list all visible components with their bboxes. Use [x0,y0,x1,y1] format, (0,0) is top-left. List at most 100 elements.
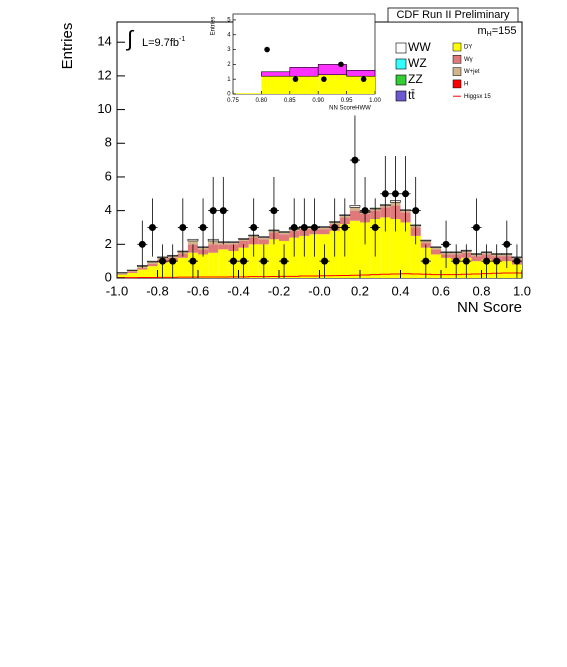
data-point [270,207,278,215]
data-point [371,223,379,231]
stack-bar [127,270,138,272]
stack-bar [380,217,391,278]
stack-bar [471,261,482,278]
data-point [240,257,248,265]
stack-bar [430,247,441,250]
x-tick-label: 0.75 [227,98,239,104]
y-tick-label: 2 [105,236,112,251]
data-point [361,207,369,215]
data-point [199,223,207,231]
data-point [300,223,308,231]
stack-bar [349,220,360,278]
mass-sub: H [487,31,492,38]
stack-bar [248,244,259,278]
lumi-text: L=9.7fb [142,37,179,49]
x-tick-label: 1.00 [369,98,381,104]
legend-label: DY [464,45,472,51]
legend-label: WZ [408,56,427,70]
y-tick-label: 4 [105,202,112,217]
lumi-symbol: ∫ [125,26,135,51]
stack-bar [279,232,290,235]
x-tick-label: 0.6 [432,284,450,299]
legend-label: Higgsx 15 [464,94,491,100]
annotations: CDF Run II Preliminary mH=155 ∫ L=9.7fb-… [59,7,522,316]
stack-bar [147,262,158,264]
data-point [229,257,237,265]
stack-bar [430,246,442,248]
data-point [169,257,177,265]
data-point [503,240,511,248]
stack-bar [319,229,330,235]
data-point [338,61,344,68]
x-tick-label: 1.0 [513,284,531,299]
data-point [179,223,187,231]
stack-bar [319,227,330,230]
y-tick-label: 1 [227,77,231,83]
stack-bar [218,249,229,278]
data-point [402,190,410,198]
data-point [189,257,197,265]
mass-label: mH=155 [477,25,516,38]
y-tick-label: 0 [227,92,231,98]
stack-bar [346,69,376,77]
stack-bar [400,222,411,278]
data-point [381,190,389,198]
stack-bar [346,76,375,94]
x-tick-label: 0.4 [391,284,409,299]
data-point [351,156,359,164]
stack-bar [137,267,148,270]
legend-label: ZZ [408,72,423,86]
stack-bar [349,210,360,221]
data-point [148,223,156,231]
data-point [264,46,270,53]
lumi-sup: -1 [179,36,185,43]
data-point [280,257,288,265]
stack-bar [117,273,128,275]
y-tick-label: 5 [227,18,231,24]
lumi-label: L=9.7fb-1 [142,36,185,49]
stack-bar [238,239,249,241]
legend-swatch [452,79,462,89]
stack-bar [430,249,441,255]
stack-bar [317,64,347,76]
y-tick-label: 6 [105,168,112,183]
data-point [452,257,460,265]
stack-bar [233,93,262,94]
data-point [209,207,217,215]
stack-bar [218,244,229,250]
data-point [360,76,367,82]
inset-plot: 0.75 0.80 0.85 0.90 0.95 1.00 0 1 2 3 4 5 NN ScoreHW… [211,13,381,112]
legend-swatch [395,42,407,54]
x-tick-label: -0.0 [308,284,330,299]
x-tick-label: -0.2 [268,284,290,299]
legend-swatch [395,58,407,70]
stack-bar [471,256,482,262]
legend-label: tt̄ [408,88,415,102]
data-point [321,76,327,82]
stack-bar [268,239,279,278]
inset-y-title: Entries [211,17,217,36]
data-point [412,207,420,215]
stack-bar [349,205,361,208]
legend-box [392,38,506,104]
stack-bar [261,76,290,94]
data-point [483,257,491,265]
data-point [513,257,521,265]
legend-swatch [452,42,462,52]
stack-bar [289,67,319,77]
stack-bar [258,239,269,245]
stack-bar [278,231,290,233]
y-axis-title: Entries [59,23,76,70]
stack-bar [289,237,300,278]
data-point [138,240,146,248]
x-tick-label: 0.80 [256,98,268,104]
data-point [391,190,399,198]
y-tick-label: 8 [105,135,112,150]
data-point [331,223,339,231]
stack-bar [319,226,330,228]
data-point [159,257,167,265]
title-box [387,7,519,23]
mass-value: =155 [492,25,517,37]
legend-label: Wγ [464,57,473,63]
stack-bar [258,236,270,238]
